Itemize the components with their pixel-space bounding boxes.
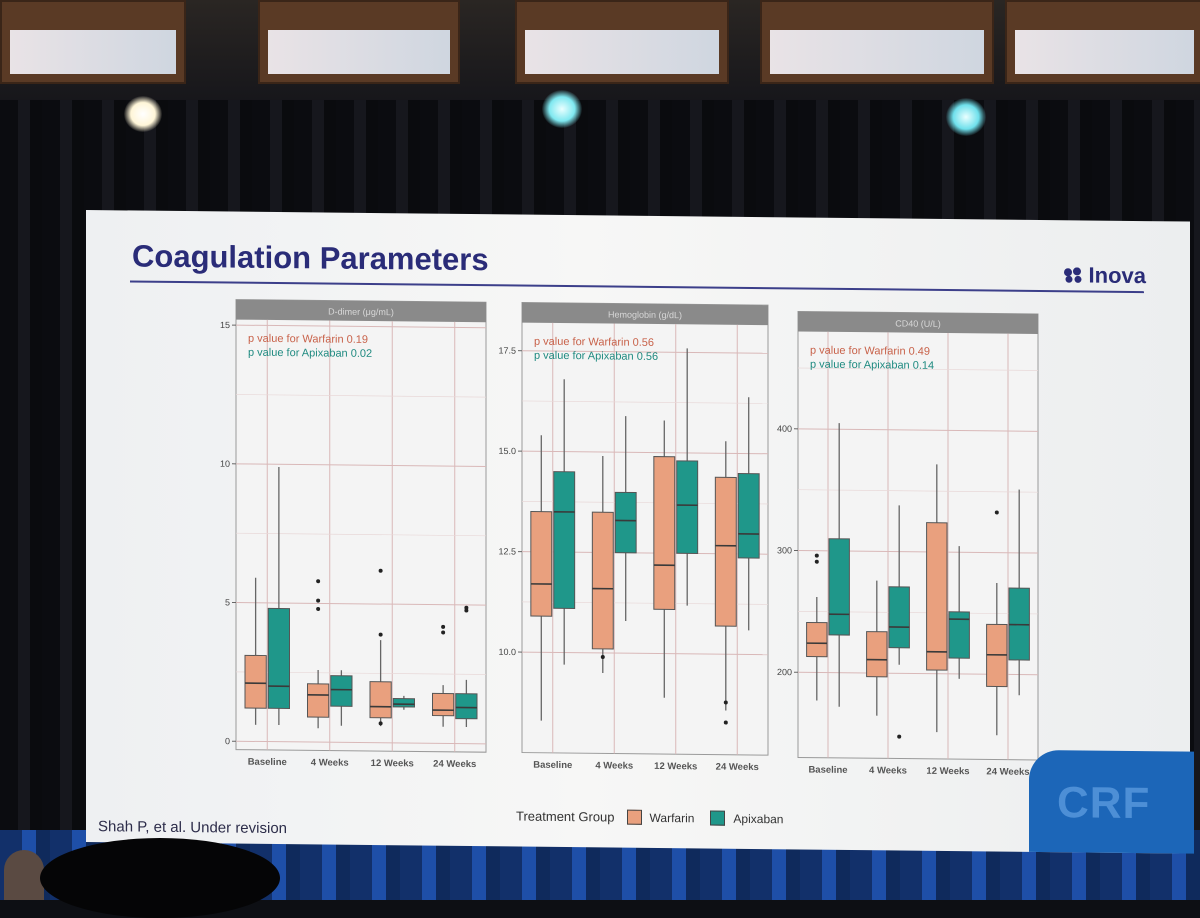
box-apixaban — [331, 676, 352, 707]
x-tick-label: Baseline — [533, 760, 572, 771]
chart-legend: Treatment Group Warfarin Apixaban — [516, 809, 783, 827]
ceiling-light-fixture — [515, 0, 729, 84]
box-warfarin — [927, 523, 947, 670]
audience-member — [4, 850, 44, 900]
p-value-annotation: p value for Warfarin 0.19 — [248, 333, 368, 346]
y-tick-label: 15.0 — [498, 446, 516, 456]
spotlight — [124, 96, 162, 132]
box-warfarin — [245, 655, 266, 708]
box-warfarin — [807, 622, 827, 656]
x-tick-label: Baseline — [248, 757, 287, 768]
y-tick-label: 10.0 — [498, 647, 516, 657]
spotlight — [542, 90, 582, 128]
box-apixaban — [554, 472, 575, 609]
box-apixaban — [829, 539, 849, 635]
y-tick-label: 12.5 — [498, 546, 516, 556]
p-value-annotation: p value for Apixaban 0.02 — [248, 347, 372, 360]
chart-panel-3: CD40 (U/L) 200 300 400 p value for Warfarin … — [777, 311, 1038, 778]
p-value-annotation: p value for Warfarin 0.49 — [810, 345, 930, 358]
box-warfarin — [433, 693, 454, 715]
box-warfarin — [715, 477, 736, 626]
x-tick-label: 24 Weeks — [433, 759, 476, 770]
boxplot-panels: D-dimer (μg/mL) 0 5 10 15 p value for Warfari… — [86, 210, 1190, 854]
y-tick-label: 200 — [777, 667, 792, 677]
y-tick-label: 10 — [220, 459, 230, 469]
ceiling-light-fixture — [258, 0, 460, 84]
box-apixaban — [615, 492, 636, 552]
p-value-annotation: p value for Warfarin 0.56 — [534, 336, 654, 349]
p-value-annotation: p value for Apixaban 0.56 — [534, 350, 658, 363]
ceiling — [0, 0, 1200, 110]
box-apixaban — [738, 474, 759, 559]
citation: Shah P, et al. Under revision — [98, 818, 287, 837]
plot-area — [798, 311, 1038, 760]
legend-key-warfarin — [627, 810, 642, 825]
box-apixaban — [393, 699, 414, 708]
crf-badge: CRF — [1029, 750, 1194, 854]
x-tick-label: 4 Weeks — [869, 765, 907, 776]
box-warfarin — [370, 682, 391, 718]
spotlight — [946, 98, 986, 136]
box-warfarin — [308, 684, 329, 718]
y-tick-label: 15 — [220, 320, 230, 330]
box-apixaban — [889, 587, 909, 648]
presentation-slide: Coagulation Parameters Inova D-dimer (μg… — [86, 210, 1190, 854]
box-warfarin — [531, 512, 552, 617]
y-tick-label: 300 — [777, 545, 792, 555]
box-apixaban — [677, 461, 698, 554]
ceiling-light-fixture — [1005, 0, 1200, 84]
crf-badge-text: CRF — [1057, 778, 1150, 829]
chart-panel-2: Hemoglobin (g/dL) 10.0 12.5 15.0 17.5 p value… — [498, 302, 768, 773]
panel-title: D-dimer (μg/mL) — [328, 307, 394, 318]
x-tick-label: 24 Weeks — [986, 766, 1029, 777]
y-tick-label: 400 — [777, 424, 792, 434]
legend-key-apixaban — [710, 811, 725, 826]
box-warfarin — [654, 457, 675, 610]
panel-title: CD40 (U/L) — [895, 318, 941, 328]
x-tick-label: Baseline — [808, 765, 847, 776]
panel-title: Hemoglobin (g/dL) — [608, 309, 682, 320]
y-tick-label: 5 — [225, 597, 230, 607]
p-value-annotation: p value for Apixaban 0.14 — [810, 359, 934, 372]
x-tick-label: 12 Weeks — [654, 761, 697, 772]
legend-label-apixaban: Apixaban — [733, 811, 783, 826]
x-tick-label: 4 Weeks — [311, 757, 349, 768]
box-apixaban — [268, 608, 289, 708]
box-warfarin — [592, 512, 613, 649]
ceiling-light-fixture — [0, 0, 186, 84]
x-tick-label: 4 Weeks — [595, 760, 633, 771]
audience-head-silhouette — [40, 838, 280, 918]
box-apixaban — [456, 694, 477, 719]
x-tick-label: 12 Weeks — [371, 758, 414, 769]
box-warfarin — [867, 632, 887, 677]
y-tick-label: 0 — [225, 736, 230, 746]
legend-title: Treatment Group — [516, 809, 615, 825]
y-tick-label: 17.5 — [498, 345, 516, 355]
ceiling-light-fixture — [760, 0, 994, 84]
chart-panel-1: D-dimer (μg/mL) 0 5 10 15 p value for Warfari… — [220, 299, 486, 770]
legend-label-warfarin: Warfarin — [650, 810, 695, 824]
x-tick-label: 12 Weeks — [926, 766, 969, 777]
x-tick-label: 24 Weeks — [716, 762, 759, 773]
